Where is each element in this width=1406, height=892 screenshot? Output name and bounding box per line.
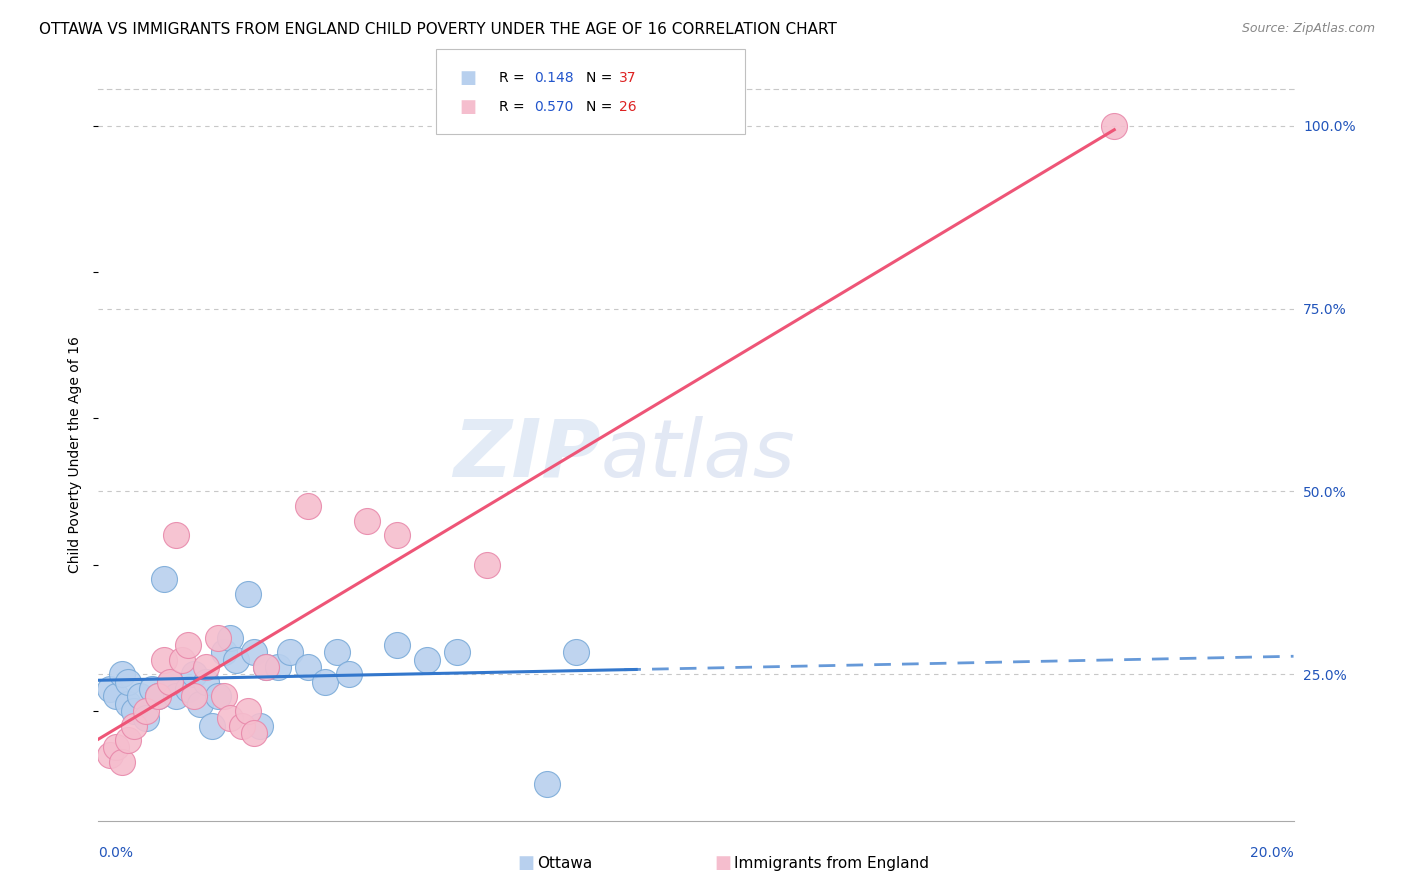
Text: atlas: atlas bbox=[600, 416, 796, 494]
Point bbox=[148, 690, 170, 704]
Point bbox=[124, 704, 146, 718]
Point bbox=[117, 697, 139, 711]
Point bbox=[153, 653, 176, 667]
Text: N =: N = bbox=[586, 71, 617, 86]
Point bbox=[339, 667, 361, 681]
Point bbox=[135, 704, 157, 718]
Point bbox=[267, 660, 290, 674]
Point bbox=[254, 660, 277, 674]
Point bbox=[236, 704, 259, 718]
Point bbox=[135, 711, 157, 725]
Point bbox=[148, 690, 170, 704]
Point bbox=[565, 645, 588, 659]
Point bbox=[141, 681, 163, 696]
Point bbox=[1104, 119, 1126, 133]
Point bbox=[219, 631, 242, 645]
Text: 0.0%: 0.0% bbox=[98, 847, 134, 860]
Text: ZIP: ZIP bbox=[453, 416, 600, 494]
Point bbox=[315, 674, 337, 689]
Point bbox=[129, 690, 152, 704]
Text: 37: 37 bbox=[619, 71, 636, 86]
Point bbox=[278, 645, 301, 659]
Point bbox=[201, 718, 224, 732]
Point bbox=[98, 681, 122, 696]
Point bbox=[177, 681, 200, 696]
Point bbox=[195, 674, 218, 689]
Text: 0.570: 0.570 bbox=[534, 100, 574, 114]
Text: 0.148: 0.148 bbox=[534, 71, 574, 86]
Point bbox=[212, 645, 235, 659]
Point bbox=[475, 558, 498, 572]
Text: Ottawa: Ottawa bbox=[537, 856, 592, 871]
Text: 20.0%: 20.0% bbox=[1250, 847, 1294, 860]
Text: 26: 26 bbox=[619, 100, 637, 114]
Point bbox=[195, 660, 218, 674]
Point bbox=[297, 660, 319, 674]
Point bbox=[416, 653, 439, 667]
Point bbox=[243, 645, 266, 659]
Point bbox=[231, 718, 253, 732]
Point bbox=[159, 674, 181, 689]
Point bbox=[159, 674, 181, 689]
Point bbox=[326, 645, 349, 659]
Text: R =: R = bbox=[499, 100, 529, 114]
Point bbox=[297, 499, 319, 513]
Text: R =: R = bbox=[499, 71, 529, 86]
Point bbox=[356, 514, 378, 528]
Point bbox=[183, 690, 205, 704]
Point bbox=[117, 674, 139, 689]
Point bbox=[165, 528, 187, 542]
Point bbox=[225, 653, 247, 667]
Point bbox=[105, 690, 128, 704]
Point bbox=[98, 747, 122, 762]
Text: ■: ■ bbox=[460, 70, 477, 87]
Point bbox=[536, 777, 558, 791]
Point bbox=[183, 667, 205, 681]
Point bbox=[254, 660, 277, 674]
Text: ■: ■ bbox=[460, 98, 477, 116]
Point bbox=[243, 726, 266, 740]
Text: OTTAWA VS IMMIGRANTS FROM ENGLAND CHILD POVERTY UNDER THE AGE OF 16 CORRELATION : OTTAWA VS IMMIGRANTS FROM ENGLAND CHILD … bbox=[39, 22, 837, 37]
Point bbox=[111, 755, 134, 769]
Point bbox=[111, 667, 134, 681]
Point bbox=[207, 690, 229, 704]
Point bbox=[219, 711, 242, 725]
Point bbox=[188, 697, 211, 711]
Point bbox=[236, 587, 259, 601]
Y-axis label: Child Poverty Under the Age of 16: Child Poverty Under the Age of 16 bbox=[69, 336, 83, 574]
Point bbox=[212, 690, 235, 704]
Text: Immigrants from England: Immigrants from England bbox=[734, 856, 929, 871]
Point bbox=[172, 653, 194, 667]
Point bbox=[385, 638, 409, 652]
Text: Source: ZipAtlas.com: Source: ZipAtlas.com bbox=[1241, 22, 1375, 36]
Point bbox=[124, 718, 146, 732]
Point bbox=[117, 733, 139, 747]
Point bbox=[177, 638, 200, 652]
Point bbox=[105, 740, 128, 755]
Point bbox=[385, 528, 409, 542]
Text: ■: ■ bbox=[517, 855, 534, 872]
Point bbox=[207, 631, 229, 645]
Point bbox=[249, 718, 271, 732]
Point bbox=[153, 572, 176, 586]
Text: ■: ■ bbox=[714, 855, 731, 872]
Point bbox=[165, 690, 187, 704]
Text: N =: N = bbox=[586, 100, 617, 114]
Point bbox=[446, 645, 468, 659]
